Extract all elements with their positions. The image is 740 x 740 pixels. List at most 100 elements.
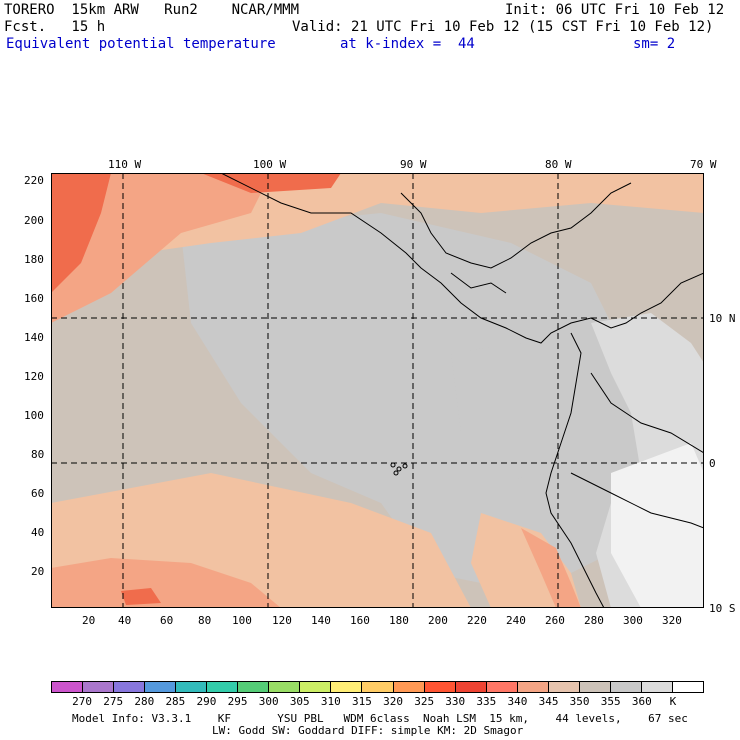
colorbar-label: 300 xyxy=(258,695,279,708)
colorbar-swatch xyxy=(176,682,208,692)
colorbar-label: 350 xyxy=(569,695,590,708)
field-salmon-nw xyxy=(51,173,271,323)
lon-label-80w: 80 W xyxy=(545,158,572,171)
model-info: Model Info: V3.3.1 KF YSU PBL WDM 6class… xyxy=(72,712,688,725)
border-peru xyxy=(570,472,704,529)
colorbar-swatch xyxy=(579,682,611,692)
y-tick: 40 xyxy=(31,526,45,539)
x-tick: 260 xyxy=(545,614,565,627)
colorbar-swatch xyxy=(145,682,177,692)
galapagos-island xyxy=(396,466,402,472)
y-tick: 200 xyxy=(24,214,44,227)
colorbar-swatch xyxy=(455,682,487,692)
field-gray-region-2 xyxy=(451,343,571,483)
colorbar-swatch xyxy=(52,682,84,692)
forecast-hour: Fcst. 15 h xyxy=(4,19,106,35)
coastline-caribbean xyxy=(400,182,632,269)
colorbar-label: 270 xyxy=(72,695,93,708)
colorbar-swatch xyxy=(424,682,456,692)
colorbar-swatch xyxy=(300,682,332,692)
colorbar-swatch xyxy=(610,682,642,692)
lon-label-90w: 90 W xyxy=(400,158,427,171)
colorbar-label: 345 xyxy=(538,695,559,708)
field-red-south xyxy=(121,588,161,605)
y-tick: 160 xyxy=(24,292,44,305)
galapagos-island xyxy=(402,463,408,469)
colorbar-label: 305 xyxy=(289,695,310,708)
map-field-svg xyxy=(51,173,704,608)
y-tick: 220 xyxy=(24,174,44,187)
colorbar xyxy=(51,681,704,693)
colorbar-swatch xyxy=(269,682,301,692)
colorbar-label: 280 xyxy=(134,695,155,708)
field-name: Equivalent potential temperature xyxy=(6,36,276,52)
coastline-south-america xyxy=(545,332,605,608)
x-tick: 160 xyxy=(350,614,370,627)
y-tick: 140 xyxy=(24,331,44,344)
colorbar-label: 330 xyxy=(445,695,466,708)
y-tick: 20 xyxy=(31,565,45,578)
x-tick: 60 xyxy=(160,614,174,627)
galapagos-island xyxy=(393,470,399,476)
lon-label-70w: 70 W xyxy=(690,158,717,171)
lat-label-10n: 10 N xyxy=(709,312,736,325)
field-red-north xyxy=(201,173,341,193)
x-tick: 300 xyxy=(623,614,643,627)
colorbar-label: 310 xyxy=(320,695,341,708)
border-colombia xyxy=(590,372,704,454)
smoothing-label: sm= 2 xyxy=(633,36,676,52)
border-honduras xyxy=(450,272,507,294)
field-salmon-coast xyxy=(521,528,581,608)
colorbar-label: 335 xyxy=(476,695,497,708)
colorbar-label: 360 xyxy=(631,695,652,708)
colorbar-swatch xyxy=(486,682,518,692)
field-gray-region xyxy=(181,213,651,593)
x-tick: 200 xyxy=(428,614,448,627)
lat-label-0: 0 xyxy=(709,457,716,470)
lon-label-100w: 100 W xyxy=(253,158,287,171)
y-tick: 120 xyxy=(24,370,44,383)
plot-frame xyxy=(51,173,704,608)
y-tick: 60 xyxy=(31,487,45,500)
lat-label-10s: 10 S xyxy=(709,602,736,615)
colorbar-label: 315 xyxy=(352,695,372,708)
x-tick: 20 xyxy=(82,614,96,627)
colorbar-labels: 270 275 280 285 290 295 300 305 310 315 320 325 330 3… xyxy=(0,695,740,709)
x-tick: 280 xyxy=(584,614,604,627)
x-tick: 320 xyxy=(662,614,682,627)
field-white-sa xyxy=(611,443,704,608)
x-tick: 140 xyxy=(311,614,331,627)
map-plot xyxy=(51,173,704,608)
colorbar-swatch xyxy=(114,682,146,692)
x-tick: 40 xyxy=(118,614,132,627)
model-title: TORERO 15km ARW Run2 NCAR/MMM xyxy=(4,2,300,18)
colorbar-swatch xyxy=(548,682,580,692)
colorbar-label: 290 xyxy=(196,695,217,708)
colorbar-label: 320 xyxy=(383,695,403,708)
colorbar-swatch xyxy=(207,682,239,692)
lon-label-110w: 110 W xyxy=(108,158,142,171)
x-tick: 100 xyxy=(232,614,252,627)
physics-info: LW: Godd SW: Goddard DIFF: simple KM: 2D… xyxy=(212,724,524,737)
colorbar-swatch xyxy=(393,682,425,692)
init-time: Init: 06 UTC Fri 10 Feb 12 xyxy=(505,2,725,18)
x-tick: 80 xyxy=(198,614,212,627)
colorbar-label: 340 xyxy=(507,695,528,708)
colorbar-swatch xyxy=(83,682,115,692)
field-red-nw xyxy=(51,173,111,293)
x-tick: 220 xyxy=(467,614,487,627)
valid-time: Valid: 21 UTC Fri 10 Feb 12 (15 CST Fri … xyxy=(292,19,714,35)
x-tick: 240 xyxy=(506,614,526,627)
colorbar-swatch xyxy=(238,682,270,692)
colorbar-label: 295 xyxy=(227,695,248,708)
y-tick: 80 xyxy=(31,448,45,461)
colorbar-label: 355 xyxy=(600,695,621,708)
x-tick: 180 xyxy=(389,614,409,627)
y-tick: 100 xyxy=(24,409,44,422)
y-tick: 180 xyxy=(24,253,44,266)
field-salmon-south xyxy=(51,558,281,608)
colorbar-label: 285 xyxy=(165,695,186,708)
colorbar-swatch xyxy=(641,682,673,692)
x-tick: 120 xyxy=(272,614,292,627)
level-label: at k-index = 44 xyxy=(340,36,475,52)
